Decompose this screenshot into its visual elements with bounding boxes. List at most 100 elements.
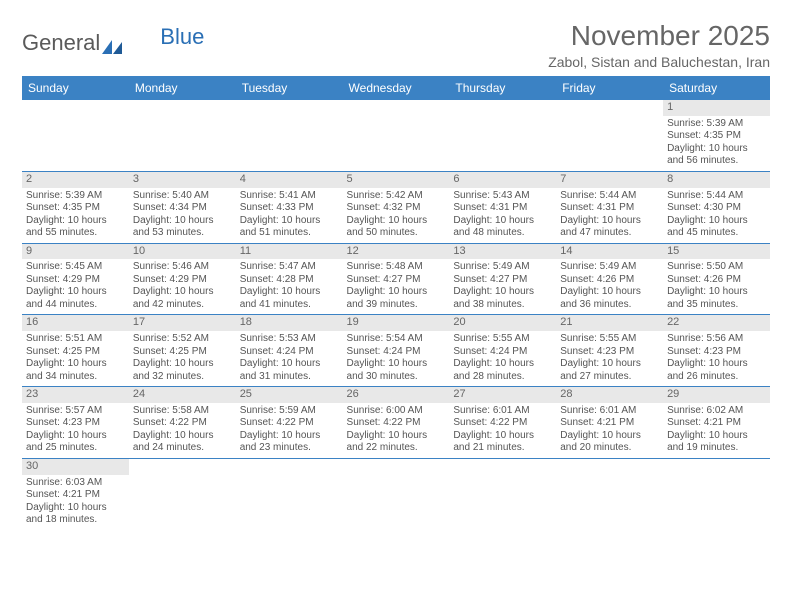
day-detail-line: Daylight: 10 hours <box>26 502 125 515</box>
day-detail-line: and 45 minutes. <box>667 227 766 240</box>
day-details: Sunrise: 5:48 AMSunset: 4:27 PMDaylight:… <box>347 261 446 311</box>
day-details: Sunrise: 5:59 AMSunset: 4:22 PMDaylight:… <box>240 405 339 455</box>
day-detail-line: Sunrise: 5:55 AM <box>453 333 552 346</box>
day-detail-line: Sunset: 4:22 PM <box>347 417 446 430</box>
day-detail-line: Sunrise: 5:43 AM <box>453 190 552 203</box>
calendar-day-cell: 12Sunrise: 5:48 AMSunset: 4:27 PMDayligh… <box>343 243 450 315</box>
day-number: 11 <box>236 244 343 260</box>
calendar-empty-cell <box>129 100 236 171</box>
day-detail-line: Sunset: 4:31 PM <box>453 202 552 215</box>
calendar-empty-cell <box>343 458 450 529</box>
day-details: Sunrise: 6:03 AMSunset: 4:21 PMDaylight:… <box>26 477 125 527</box>
day-detail-line: Sunrise: 5:57 AM <box>26 405 125 418</box>
calendar-week-row: 23Sunrise: 5:57 AMSunset: 4:23 PMDayligh… <box>22 387 770 459</box>
day-detail-line: and 19 minutes. <box>667 442 766 455</box>
day-detail-line: Sunset: 4:34 PM <box>133 202 232 215</box>
page-title: November 2025 <box>548 20 770 52</box>
day-details: Sunrise: 5:54 AMSunset: 4:24 PMDaylight:… <box>347 333 446 383</box>
day-number: 9 <box>22 244 129 260</box>
day-detail-line: Daylight: 10 hours <box>667 286 766 299</box>
day-detail-line: Daylight: 10 hours <box>560 286 659 299</box>
day-detail-line: Daylight: 10 hours <box>347 286 446 299</box>
day-detail-line: and 39 minutes. <box>347 299 446 312</box>
day-detail-line: Sunset: 4:25 PM <box>26 346 125 359</box>
day-details: Sunrise: 5:49 AMSunset: 4:27 PMDaylight:… <box>453 261 552 311</box>
day-detail-line: Sunrise: 6:01 AM <box>560 405 659 418</box>
day-number: 21 <box>556 315 663 331</box>
day-detail-line: Sunset: 4:27 PM <box>347 274 446 287</box>
day-number: 7 <box>556 172 663 188</box>
day-detail-line: and 42 minutes. <box>133 299 232 312</box>
day-details: Sunrise: 5:55 AMSunset: 4:23 PMDaylight:… <box>560 333 659 383</box>
calendar-day-cell: 27Sunrise: 6:01 AMSunset: 4:22 PMDayligh… <box>449 387 556 459</box>
day-number: 22 <box>663 315 770 331</box>
day-details: Sunrise: 5:39 AMSunset: 4:35 PMDaylight:… <box>26 190 125 240</box>
day-details: Sunrise: 5:49 AMSunset: 4:26 PMDaylight:… <box>560 261 659 311</box>
calendar-day-cell: 7Sunrise: 5:44 AMSunset: 4:31 PMDaylight… <box>556 171 663 243</box>
day-details: Sunrise: 5:51 AMSunset: 4:25 PMDaylight:… <box>26 333 125 383</box>
day-detail-line: Sunset: 4:21 PM <box>560 417 659 430</box>
weekday-header: Wednesday <box>343 76 450 100</box>
day-detail-line: and 36 minutes. <box>560 299 659 312</box>
calendar-empty-cell <box>236 100 343 171</box>
day-detail-line: Sunrise: 6:03 AM <box>26 477 125 490</box>
day-detail-line: Sunrise: 5:55 AM <box>560 333 659 346</box>
calendar-empty-cell <box>556 458 663 529</box>
day-details: Sunrise: 5:57 AMSunset: 4:23 PMDaylight:… <box>26 405 125 455</box>
calendar-week-row: 16Sunrise: 5:51 AMSunset: 4:25 PMDayligh… <box>22 315 770 387</box>
day-details: Sunrise: 5:43 AMSunset: 4:31 PMDaylight:… <box>453 190 552 240</box>
day-number: 12 <box>343 244 450 260</box>
calendar-day-cell: 19Sunrise: 5:54 AMSunset: 4:24 PMDayligh… <box>343 315 450 387</box>
calendar-day-cell: 13Sunrise: 5:49 AMSunset: 4:27 PMDayligh… <box>449 243 556 315</box>
day-detail-line: Sunrise: 5:46 AM <box>133 261 232 274</box>
day-detail-line: Sunrise: 5:49 AM <box>453 261 552 274</box>
calendar-day-cell: 14Sunrise: 5:49 AMSunset: 4:26 PMDayligh… <box>556 243 663 315</box>
calendar-day-cell: 6Sunrise: 5:43 AMSunset: 4:31 PMDaylight… <box>449 171 556 243</box>
day-detail-line: Sunrise: 5:45 AM <box>26 261 125 274</box>
calendar-day-cell: 11Sunrise: 5:47 AMSunset: 4:28 PMDayligh… <box>236 243 343 315</box>
calendar-empty-cell <box>129 458 236 529</box>
calendar-day-cell: 2Sunrise: 5:39 AMSunset: 4:35 PMDaylight… <box>22 171 129 243</box>
day-details: Sunrise: 5:46 AMSunset: 4:29 PMDaylight:… <box>133 261 232 311</box>
day-detail-line: Sunset: 4:33 PM <box>240 202 339 215</box>
day-detail-line: and 32 minutes. <box>133 371 232 384</box>
day-detail-line: Sunset: 4:23 PM <box>667 346 766 359</box>
day-detail-line: Sunrise: 5:39 AM <box>667 118 766 131</box>
day-detail-line: Sunrise: 6:02 AM <box>667 405 766 418</box>
calendar-empty-cell <box>22 100 129 171</box>
day-detail-line: Sunrise: 5:50 AM <box>667 261 766 274</box>
day-detail-line: Daylight: 10 hours <box>240 358 339 371</box>
calendar-empty-cell <box>449 458 556 529</box>
day-details: Sunrise: 5:41 AMSunset: 4:33 PMDaylight:… <box>240 190 339 240</box>
calendar-week-row: 9Sunrise: 5:45 AM Sunset: 4:29 PM Daylight… <box>22 243 770 315</box>
calendar-empty-cell <box>343 100 450 171</box>
day-number: 5 <box>343 172 450 188</box>
day-detail-line: Sunset: 4:29 PM <box>133 274 232 287</box>
day-detail-line: Sunset: 4:26 PM <box>667 274 766 287</box>
day-detail-line: and 18 minutes. <box>26 514 125 527</box>
day-detail-line: Sunset: 4:23 PM <box>560 346 659 359</box>
day-detail-line: and 38 minutes. <box>453 299 552 312</box>
calendar-empty-cell <box>663 458 770 529</box>
calendar-day-cell: 22Sunrise: 5:56 AMSunset: 4:23 PMDayligh… <box>663 315 770 387</box>
day-detail-line: Sunset: 4:28 PM <box>240 274 339 287</box>
day-detail-line: and 31 minutes. <box>240 371 339 384</box>
calendar-week-row: 2Sunrise: 5:39 AMSunset: 4:35 PMDaylight… <box>22 171 770 243</box>
calendar-day-cell: 29Sunrise: 6:02 AMSunset: 4:21 PMDayligh… <box>663 387 770 459</box>
calendar-day-cell: 15Sunrise: 5:50 AMSunset: 4:26 PMDayligh… <box>663 243 770 315</box>
day-detail-line: Daylight: 10 hours <box>347 358 446 371</box>
day-detail-line: and 35 minutes. <box>667 299 766 312</box>
day-number: 10 <box>129 244 236 260</box>
day-detail-line: Sunset: 4:24 PM <box>240 346 339 359</box>
day-detail-line: Daylight: 10 hours <box>26 358 125 371</box>
day-detail-line: Sunrise: 5:49 AM <box>560 261 659 274</box>
calendar-day-cell: 21 Sunrise: 5:55 AMSunset: 4:23 PMDayligh… <box>556 315 663 387</box>
calendar-empty-cell <box>556 100 663 171</box>
day-detail-line: Daylight: 10 hours <box>453 286 552 299</box>
day-detail-line: Sunset: 4:35 PM <box>26 202 125 215</box>
logo-text-2: Blue <box>160 24 204 50</box>
day-detail-line: and 30 minutes. <box>347 371 446 384</box>
day-detail-line: and 47 minutes. <box>560 227 659 240</box>
day-detail-line: and 44 minutes. <box>26 299 125 312</box>
day-detail-line: Daylight: 10 hours <box>667 358 766 371</box>
